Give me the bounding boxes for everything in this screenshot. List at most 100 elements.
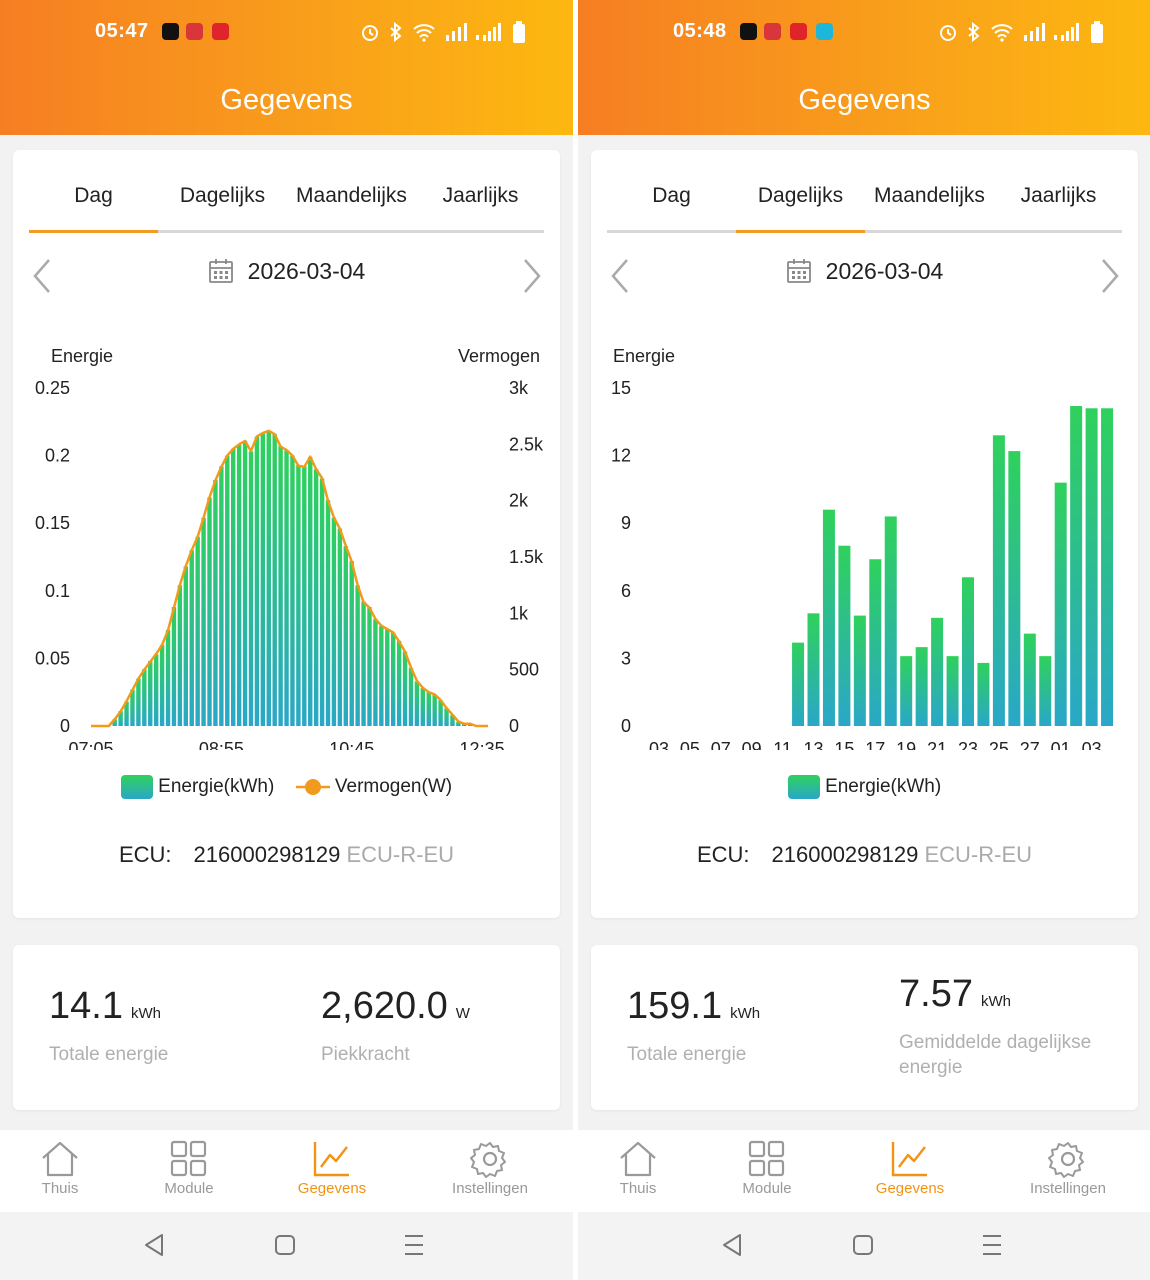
- energy-bar[interactable]: [414, 681, 420, 726]
- selected-date[interactable]: 2026-03-04: [247, 258, 366, 284]
- energy-bar[interactable]: [343, 546, 348, 726]
- energy-bar[interactable]: [361, 601, 366, 726]
- energy-bar[interactable]: [331, 517, 337, 726]
- daily-energy-bar[interactable]: [1039, 656, 1052, 726]
- energy-bar[interactable]: [225, 455, 230, 726]
- energy-bar[interactable]: [432, 694, 437, 726]
- energy-bar[interactable]: [325, 500, 331, 726]
- daily-energy-bar[interactable]: [946, 656, 959, 726]
- energy-bar[interactable]: [272, 433, 277, 726]
- nav-thuis[interactable]: Thuis: [0, 1140, 120, 1197]
- energy-bar[interactable]: [207, 497, 212, 726]
- energy-bar[interactable]: [296, 465, 301, 726]
- energy-bar[interactable]: [260, 432, 266, 726]
- tab-dag[interactable]: Dag: [74, 184, 113, 207]
- daily-energy-bar[interactable]: [853, 615, 866, 726]
- daily-energy-bar[interactable]: [900, 656, 913, 726]
- previous-date-button[interactable]: [31, 258, 53, 294]
- daily-energy-bar[interactable]: [792, 642, 805, 726]
- legend-energy[interactable]: Energie(kWh): [787, 775, 941, 799]
- tab-maandelijks[interactable]: Maandelijks: [874, 184, 985, 207]
- nav-module[interactable]: Module: [129, 1140, 249, 1197]
- energy-bar[interactable]: [390, 632, 396, 726]
- energy-bar[interactable]: [444, 708, 449, 726]
- daily-energy-bar[interactable]: [1023, 633, 1036, 726]
- energy-bar[interactable]: [379, 625, 384, 726]
- daily-energy-bar[interactable]: [931, 617, 944, 726]
- calendar-icon[interactable]: [208, 258, 234, 284]
- energy-bar[interactable]: [153, 654, 159, 726]
- energy-bar[interactable]: [302, 466, 307, 726]
- energy-bar[interactable]: [420, 688, 426, 726]
- home-button-icon[interactable]: [274, 1232, 296, 1258]
- nav-instellingen[interactable]: Instellingen: [430, 1140, 550, 1197]
- energy-bar[interactable]: [438, 700, 443, 726]
- nav-gegevens[interactable]: Gegevens: [272, 1140, 392, 1197]
- energy-bar[interactable]: [319, 478, 325, 726]
- energy-bar[interactable]: [130, 689, 135, 727]
- nav-thuis[interactable]: Thuis: [578, 1140, 698, 1197]
- energy-bar[interactable]: [171, 607, 177, 726]
- energy-bar[interactable]: [337, 528, 343, 726]
- menu-icon[interactable]: [403, 1232, 425, 1258]
- daily-energy-bar[interactable]: [807, 613, 820, 726]
- daily-energy-bar[interactable]: [1008, 451, 1021, 726]
- energy-bar[interactable]: [112, 719, 117, 726]
- daily-energy-bar[interactable]: [962, 577, 974, 726]
- nav-module[interactable]: Module: [707, 1140, 827, 1197]
- energy-bar[interactable]: [177, 585, 183, 726]
- next-date-button[interactable]: [1099, 258, 1121, 294]
- daily-energy-bar[interactable]: [838, 545, 851, 726]
- tab-dag[interactable]: Dag: [652, 184, 691, 207]
- energy-bar[interactable]: [284, 450, 289, 726]
- tab-jaarlijks[interactable]: Jaarlijks: [1020, 184, 1097, 207]
- daily-energy-bar[interactable]: [992, 435, 1005, 726]
- home-button-icon[interactable]: [852, 1232, 874, 1258]
- energy-bar[interactable]: [236, 444, 242, 726]
- previous-date-button[interactable]: [609, 258, 631, 294]
- energy-bar[interactable]: [183, 566, 189, 726]
- daily-energy-bar[interactable]: [1054, 482, 1067, 726]
- energy-bar[interactable]: [313, 469, 319, 726]
- legend-energy[interactable]: Energie(kWh): [120, 775, 274, 799]
- energy-bar[interactable]: [159, 644, 165, 726]
- energy-bar[interactable]: [402, 651, 408, 726]
- energy-bar[interactable]: [201, 517, 206, 726]
- daily-energy-bar[interactable]: [1101, 408, 1114, 726]
- energy-bar[interactable]: [124, 701, 129, 726]
- nav-gegevens[interactable]: Gegevens: [850, 1140, 970, 1197]
- energy-bar[interactable]: [195, 536, 200, 726]
- energy-bar[interactable]: [142, 669, 147, 726]
- daily-energy-bar[interactable]: [915, 647, 928, 726]
- daily-energy-bar[interactable]: [869, 559, 882, 726]
- tab-dagelijks[interactable]: Dagelijks: [179, 184, 266, 207]
- energy-bar[interactable]: [396, 640, 402, 726]
- energy-bar[interactable]: [349, 561, 354, 726]
- daily-energy-bar[interactable]: [884, 516, 897, 726]
- energy-bar[interactable]: [450, 715, 455, 726]
- energy-bar[interactable]: [456, 721, 461, 726]
- nav-instellingen[interactable]: Instellingen: [1008, 1140, 1128, 1197]
- energy-bar[interactable]: [373, 619, 378, 726]
- energy-bar[interactable]: [426, 692, 431, 726]
- back-icon[interactable]: [143, 1232, 165, 1258]
- next-date-button[interactable]: [521, 258, 543, 294]
- energy-bar[interactable]: [136, 678, 141, 726]
- tab-maandelijks[interactable]: Maandelijks: [296, 184, 407, 207]
- energy-bar[interactable]: [213, 479, 218, 726]
- energy-bar[interactable]: [248, 451, 254, 726]
- energy-bar[interactable]: [266, 431, 271, 726]
- tab-dagelijks[interactable]: Dagelijks: [757, 184, 844, 207]
- energy-bar[interactable]: [385, 628, 390, 726]
- daily-energy-bar[interactable]: [822, 509, 835, 726]
- energy-bar[interactable]: [148, 661, 153, 726]
- energy-bar[interactable]: [408, 667, 414, 726]
- energy-bar[interactable]: [242, 440, 248, 726]
- energy-bar[interactable]: [290, 455, 295, 726]
- back-icon[interactable]: [721, 1232, 743, 1258]
- energy-bar[interactable]: [367, 607, 372, 726]
- daily-energy-bar[interactable]: [1085, 408, 1098, 726]
- energy-bar[interactable]: [231, 448, 236, 726]
- legend-power[interactable]: Vermogen(W): [295, 775, 452, 799]
- calendar-icon[interactable]: [786, 258, 812, 284]
